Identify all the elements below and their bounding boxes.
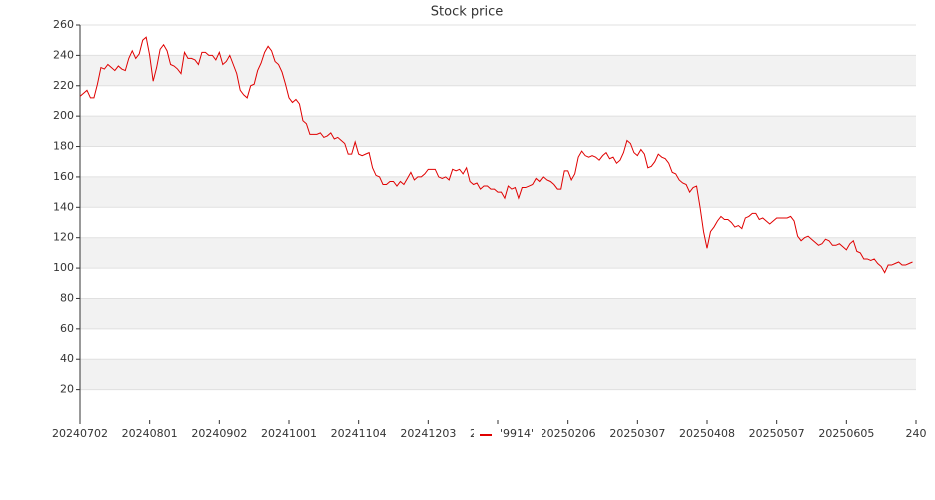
- y-tick-label: 220: [53, 79, 74, 92]
- x-tick-label: 20250408: [679, 427, 735, 440]
- x-tick-label: 20240902: [191, 427, 247, 440]
- y-tick-label: 20: [60, 383, 74, 396]
- y-tick-label: 160: [53, 170, 74, 183]
- x-tick-label: 240: [906, 427, 927, 440]
- y-tick-label: 260: [53, 18, 74, 31]
- legend-box: [474, 425, 542, 443]
- price-line: [79, 36, 913, 274]
- x-tick-label: 20241203: [400, 427, 456, 440]
- y-tick-label: 200: [53, 109, 74, 122]
- chart-title: Stock price: [431, 5, 503, 20]
- y-tick-label: 140: [53, 200, 74, 213]
- x-tick-label: 20241001: [261, 427, 317, 440]
- legend: '9914': [474, 425, 542, 443]
- x-tick-label: 20240801: [122, 427, 178, 440]
- x-tick-label: 20240702: [52, 427, 108, 440]
- x-tick-label: 20250307: [609, 427, 665, 440]
- y-tick-label: 180: [53, 140, 74, 153]
- grid-band: [80, 298, 916, 329]
- y-tick-label: 80: [60, 291, 74, 304]
- legend-label: '9914': [500, 427, 534, 440]
- grid-band: [80, 237, 916, 269]
- y-tick-label: 240: [53, 48, 74, 61]
- y-tick-label: 120: [53, 231, 74, 244]
- x-tick-label: 20241104: [331, 427, 387, 440]
- x-tick-label: 20250605: [818, 427, 874, 440]
- x-tick-label: 20250507: [749, 427, 805, 440]
- grid-band: [80, 55, 916, 86]
- y-tick-label: 40: [60, 352, 74, 365]
- x-tick-label: 20250206: [540, 427, 596, 440]
- grid-band: [80, 116, 916, 147]
- y-tick-label: 60: [60, 322, 74, 335]
- grid-band: [80, 359, 916, 390]
- y-tick-label: 100: [53, 261, 74, 274]
